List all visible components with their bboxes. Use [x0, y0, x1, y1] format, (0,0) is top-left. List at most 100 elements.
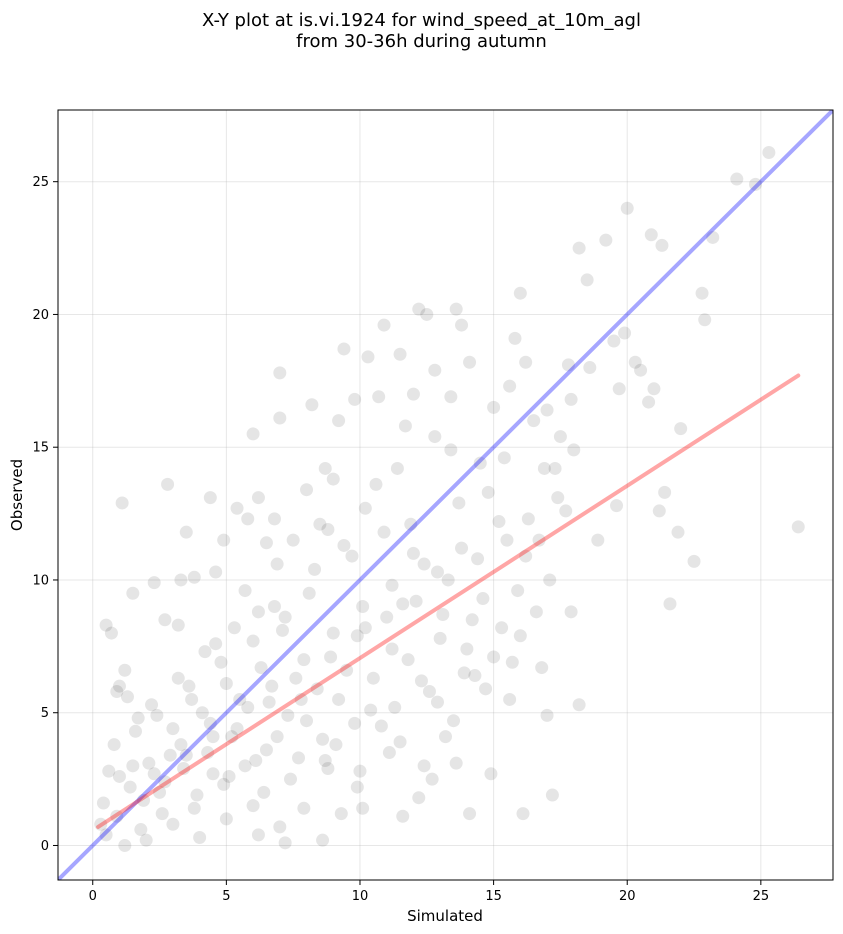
scatter-point [476, 592, 490, 606]
scatter-point [120, 690, 134, 704]
scatter-point [171, 671, 185, 685]
scatter-point [193, 831, 207, 845]
scatter-point [118, 663, 132, 677]
scatter-point [265, 679, 279, 693]
scatter-point [246, 634, 260, 648]
scatter-point [110, 684, 124, 698]
scatter-point [297, 653, 311, 667]
scatter-point [187, 801, 201, 815]
scatter-point [527, 414, 541, 428]
scatter-point [332, 414, 346, 428]
scatter-point [455, 541, 469, 555]
scatter-point [551, 491, 565, 505]
scatter-point [214, 655, 228, 669]
scatter-point [521, 512, 535, 526]
scatter-point [270, 730, 284, 744]
scatter-point [513, 286, 527, 300]
scatter-point [436, 607, 450, 621]
scatter-point [145, 698, 159, 712]
scatter-point [647, 382, 661, 396]
scatter-point [620, 201, 634, 215]
scatter-point [388, 700, 402, 714]
scatter-point [414, 674, 428, 688]
scatter-point [308, 562, 322, 576]
x-tick-label: 25 [753, 889, 770, 904]
y-tick-label: 15 [32, 441, 49, 456]
x-tick-label: 15 [485, 889, 502, 904]
scatter-point [337, 538, 351, 552]
scatter-point [444, 390, 458, 404]
scatter-point [102, 764, 116, 778]
scatter-point [535, 661, 549, 675]
data-points [94, 145, 805, 852]
scatter-point [284, 772, 297, 786]
scatter-point [428, 430, 442, 444]
fit-lines [58, 110, 833, 880]
scatter-point [257, 785, 271, 799]
scatter-point [452, 496, 466, 510]
scatter-point [179, 525, 193, 539]
scatter-point [174, 738, 188, 752]
scatter-point [730, 172, 744, 186]
scatter-point [238, 584, 252, 598]
scatter-point [532, 533, 546, 547]
scatter-point [345, 549, 359, 563]
scatter-point [358, 621, 372, 635]
scatter-point [278, 610, 292, 624]
scatter-point [227, 621, 241, 635]
y-tick-label: 25 [32, 175, 49, 190]
scatter-point [463, 807, 477, 821]
scatter-point [455, 318, 469, 332]
scatter-point [513, 629, 527, 643]
scatter-point [174, 573, 188, 587]
scatter-point [497, 451, 511, 465]
scatter-point [468, 669, 482, 683]
scatter-point [420, 307, 434, 321]
scatter-point [267, 512, 281, 526]
scatter-point [297, 801, 311, 815]
scatter-point [337, 342, 351, 356]
scatter-point [591, 533, 605, 547]
scatter-point [185, 692, 199, 706]
scatter-point [166, 722, 180, 736]
scatter-point [396, 809, 410, 823]
scatter-point [131, 711, 145, 725]
scatter-point [230, 722, 244, 736]
scatter-point [230, 501, 244, 515]
scatter-point [321, 523, 335, 537]
scatter-point [564, 392, 578, 406]
scatter-point [610, 499, 624, 513]
scatter-point [158, 775, 172, 789]
scatter-point [270, 557, 284, 571]
scatter-point [511, 584, 525, 598]
x-tick-label: 5 [222, 889, 230, 904]
scatter-point [163, 748, 177, 762]
scatter-point [94, 817, 108, 831]
scatter-point [390, 461, 404, 475]
scatter-point [326, 626, 340, 640]
scatter-point [126, 759, 140, 773]
x-tick-label: 0 [89, 889, 97, 904]
scatter-point [219, 812, 233, 826]
scatter-point [129, 724, 142, 738]
scatter-point [137, 793, 151, 807]
scatter-point [99, 618, 113, 632]
scatter-point [433, 631, 447, 645]
scatter-point [364, 703, 378, 717]
scatter-point [463, 355, 477, 369]
scatter-point [382, 746, 396, 760]
scatter-point [203, 716, 217, 730]
scatter-point [460, 642, 474, 656]
scatter-point [380, 610, 394, 624]
scatter-point [249, 754, 263, 768]
scatter-point [479, 682, 493, 696]
scatter-point [217, 533, 231, 547]
scatter-point [324, 650, 338, 664]
scatter-point [155, 807, 169, 821]
scatter-point [358, 501, 372, 515]
scatter-point [465, 613, 479, 627]
scatter-point [406, 387, 420, 401]
scatter-point [417, 759, 431, 773]
